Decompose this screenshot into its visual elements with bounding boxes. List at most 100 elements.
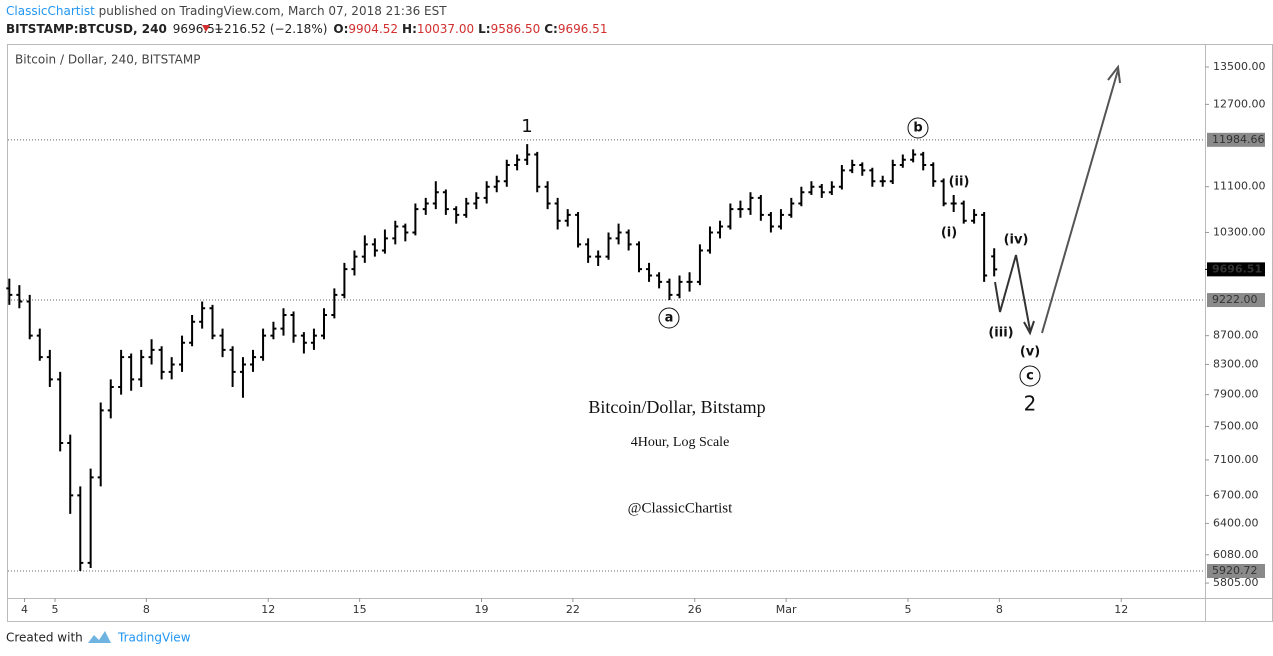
ohlc-bar [270, 321, 277, 340]
ohlc-bar [97, 402, 104, 487]
ohlc-bar [737, 200, 744, 218]
ohlc-bar [392, 220, 399, 245]
ohlc-value: 10037.00 [417, 22, 474, 36]
x-tick-label: 15 [353, 603, 367, 616]
ohlc-bar [981, 212, 988, 282]
ohlc-label: O: [333, 22, 348, 36]
ohlc-value: 9904.52 [348, 22, 398, 36]
ohlc-bar [351, 250, 358, 276]
arrow-head [1023, 320, 1035, 336]
ohlc-bar [656, 272, 663, 289]
wave-label: b [913, 121, 922, 136]
ohlc-bar [575, 212, 582, 248]
ohlc-bar [899, 154, 906, 168]
footer-brand[interactable]: TradingView [117, 631, 191, 645]
ohlc-bar [493, 175, 500, 193]
ohlc-bar [788, 197, 795, 218]
ohlc-bar [77, 486, 84, 572]
ohlc-bar [320, 308, 327, 340]
ohlc-bar [605, 232, 612, 260]
wave-label: (ii) [949, 175, 970, 190]
down-arrow [202, 25, 210, 32]
ohlc-bar [219, 328, 226, 358]
ohlc-label: L: [478, 22, 490, 36]
ohlc-bar [148, 339, 155, 365]
ohlc-bar [960, 200, 967, 224]
ohlc-bar [168, 357, 175, 380]
wave-line [1041, 69, 1119, 334]
ohlc-bar [422, 197, 429, 215]
level-label: 9222.00 [1212, 293, 1258, 306]
ohlc-bar [250, 349, 257, 372]
ohlc-bar [381, 229, 388, 254]
ohlc-bar [16, 285, 23, 309]
wave-label: (iv) [1004, 233, 1029, 248]
wave-label: a [665, 311, 674, 326]
ohlc-bar [371, 238, 378, 257]
ohlc-bar [747, 192, 754, 215]
last-price-label: 9696.51 [1212, 262, 1262, 275]
ohlc-bar [87, 468, 94, 568]
chart-caption: 4Hour, Log Scale [631, 435, 730, 450]
header-line: ClassicChartist published on TradingView… [6, 4, 447, 18]
ohlc-bar [838, 165, 845, 190]
ohlc-bar [727, 203, 734, 230]
y-tick-label: 12700.00 [1213, 97, 1266, 110]
ohlc-bar [889, 159, 896, 184]
wave-label: 1 [521, 116, 532, 137]
x-tick-label: 22 [566, 603, 580, 616]
ohlc-bar [879, 175, 886, 187]
ohlc-bar [432, 181, 439, 210]
ohlc-bar [128, 353, 135, 391]
marks [6, 139, 1205, 572]
ohlc-bar [442, 189, 449, 215]
ohlc-bar [341, 262, 348, 299]
wave-circle [658, 307, 680, 329]
ohlc-bar [229, 346, 236, 387]
ohlc-bar [595, 250, 602, 267]
ohlc-bar [635, 241, 642, 273]
ohlc-bar [971, 209, 978, 224]
ohlc-bar [869, 167, 876, 187]
ohlc-bar [686, 272, 693, 292]
ohlc-bar [940, 178, 947, 207]
y-tick-label: 10300.00 [1213, 225, 1266, 238]
ohlc-bar [625, 229, 632, 251]
wave-label: 2 [1024, 392, 1037, 416]
wave-line [994, 254, 1031, 331]
wave-label: (i) [941, 226, 957, 241]
author[interactable]: ClassicChartist [6, 4, 95, 18]
y-tick-label: 11100.00 [1213, 180, 1266, 193]
ohlc-bar [859, 162, 866, 176]
ohlc-bar [930, 162, 937, 187]
wave-label: (iii) [988, 326, 1013, 341]
ohlc-bar [808, 181, 815, 196]
ohlc-bar [585, 238, 592, 263]
ohlc-bar [260, 328, 267, 361]
symbol: BITSTAMP:BTCUSD, 240 [6, 22, 167, 36]
ohlc-bar [483, 181, 490, 204]
ohlc-bar [331, 288, 338, 319]
ohlc-bar [46, 349, 53, 387]
ohlc-bar [828, 181, 835, 196]
wave-label: c [1026, 369, 1034, 384]
chart-caption: @ClassicChartist [628, 500, 733, 516]
x-tick-label: 12 [1114, 603, 1128, 616]
x-tick-label: 8 [996, 603, 1003, 616]
y-tick-label: 7100.00 [1213, 453, 1259, 466]
ohlc-line: −216.52 (−2.18%) O:9904.52 H:10037.00 L:958… [214, 22, 607, 36]
ohlc-bar [564, 209, 571, 227]
ohlc-bar [199, 301, 206, 329]
ohlc-bar [950, 195, 957, 213]
level-label: 11984.66 [1212, 133, 1265, 146]
ohlc-bar [849, 159, 856, 174]
y-tick-label: 7500.00 [1213, 419, 1259, 432]
x-tick-label: 12 [261, 603, 275, 616]
ohlc-bar [514, 154, 521, 171]
ohlc-bar [534, 151, 541, 193]
level-box [1207, 132, 1265, 147]
x-tick-label: Mar [776, 603, 797, 616]
logo [88, 631, 111, 643]
ohlc-bar [179, 335, 186, 372]
